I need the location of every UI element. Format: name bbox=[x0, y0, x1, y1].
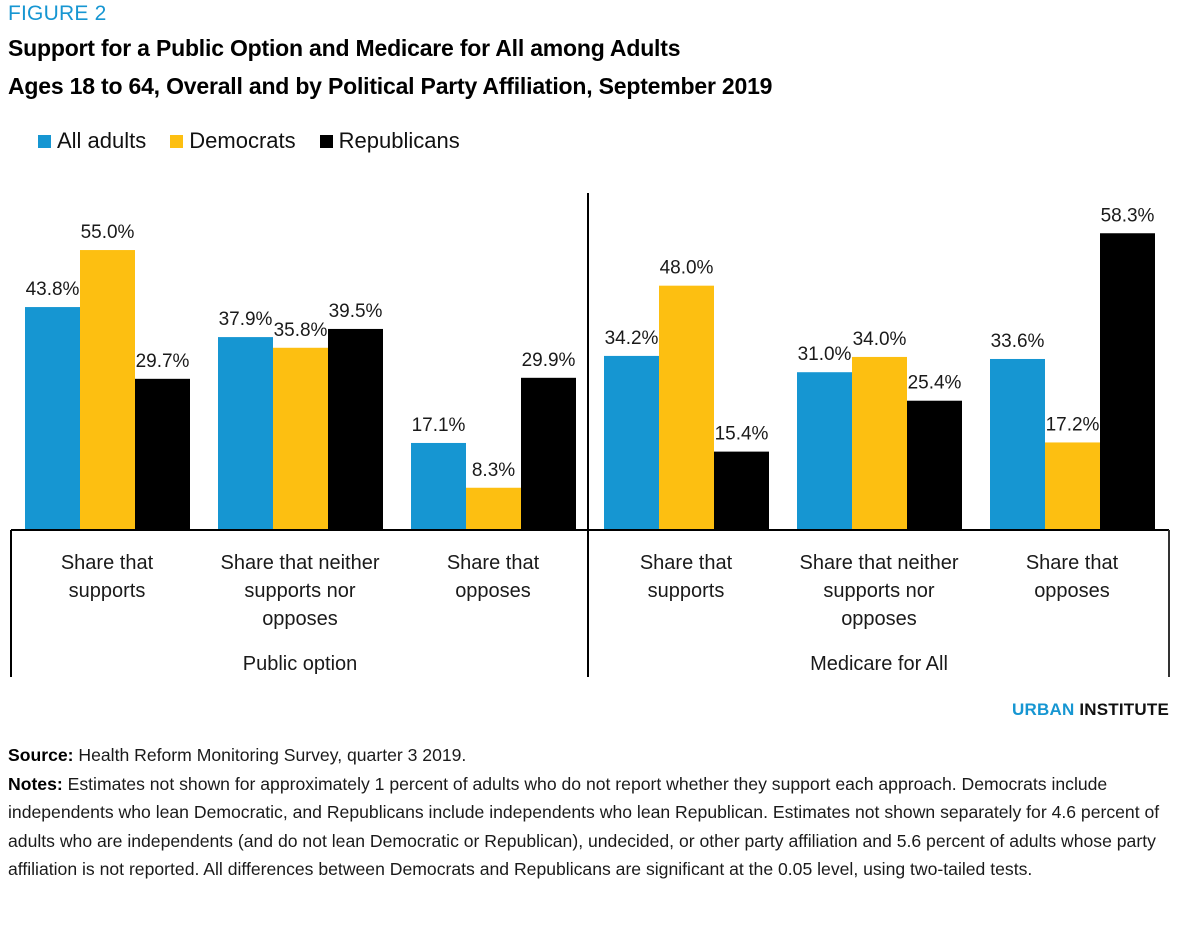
data-label: 39.5% bbox=[329, 301, 383, 322]
legend-label: Republicans bbox=[338, 128, 460, 153]
bar-democrats bbox=[273, 347, 328, 530]
legend-swatch-republicans bbox=[319, 134, 333, 148]
data-label: 31.0% bbox=[798, 344, 852, 365]
data-label: 15.4% bbox=[715, 424, 769, 445]
source-and-notes: Source: Health Reform Monitoring Survey,… bbox=[8, 741, 1188, 884]
data-label: 17.1% bbox=[412, 415, 466, 436]
legend-swatch-all-adults bbox=[38, 134, 51, 148]
data-label: 43.8% bbox=[26, 279, 80, 300]
notes-text: Estimates not shown for approximately 1 … bbox=[8, 773, 1160, 880]
group-label-medicare-for-all: Medicare for All bbox=[810, 653, 948, 675]
legend-label: Democrats bbox=[189, 128, 296, 153]
legend-item-republicans: Republicans bbox=[319, 128, 460, 154]
legend-item-democrats: Democrats bbox=[170, 128, 296, 154]
category-tick-label: Share that bbox=[1026, 552, 1119, 574]
category-tick-label: Share that neither bbox=[221, 552, 380, 574]
figure-label: FIGURE 2 bbox=[8, 2, 107, 25]
data-label: 17.2% bbox=[1046, 414, 1100, 435]
bar-democrats bbox=[1045, 442, 1100, 530]
data-label: 29.7% bbox=[136, 351, 190, 372]
data-label: 48.0% bbox=[660, 258, 714, 279]
data-label: 33.6% bbox=[991, 331, 1045, 352]
bar-republicans bbox=[907, 400, 962, 530]
category-tick-label: opposes bbox=[841, 608, 917, 630]
notes-paragraph: Notes: Estimates not shown for approxima… bbox=[8, 770, 1188, 884]
notes-label: Notes: bbox=[8, 773, 63, 794]
data-label: 35.8% bbox=[274, 320, 328, 341]
category-tick-label: opposes bbox=[262, 608, 338, 630]
bar-democrats bbox=[80, 250, 135, 531]
data-label: 8.3% bbox=[472, 460, 515, 481]
source-label: Source: bbox=[8, 745, 74, 765]
bar-republicans bbox=[1100, 233, 1155, 531]
category-tick-label: opposes bbox=[455, 580, 531, 602]
bar-republicans bbox=[714, 451, 769, 530]
legend-label: All adults bbox=[57, 128, 147, 153]
source-line: Source: Health Reform Monitoring Survey,… bbox=[8, 741, 1188, 770]
bar-democrats bbox=[852, 356, 907, 530]
chart-title-line-1: Support for a Public Option and Medicare… bbox=[8, 35, 681, 61]
data-label: 58.3% bbox=[1101, 205, 1155, 226]
bar-republicans bbox=[328, 328, 383, 530]
bar-all-adults bbox=[797, 372, 852, 530]
bar-chart: 43.8% 37.9% 17.1% 34.2% 31.0% 33.6% 55.0% 35.8%… bbox=[10, 193, 1170, 677]
legend-item-all-adults: All adults bbox=[38, 128, 146, 154]
bar-all-adults bbox=[990, 358, 1045, 530]
category-tick-label: Share that bbox=[640, 552, 733, 574]
chart-title-line-2: Ages 18 to 64, Overall and by Political … bbox=[8, 73, 773, 99]
category-tick-label: supports bbox=[69, 580, 146, 602]
category-tick-label: Share that bbox=[447, 552, 540, 574]
bar-all-adults bbox=[25, 307, 80, 530]
category-tick-label: supports nor bbox=[244, 580, 356, 602]
data-label: 25.4% bbox=[908, 373, 962, 394]
bar-all-adults bbox=[218, 337, 273, 530]
data-label: 37.9% bbox=[219, 309, 273, 330]
category-tick-label: Share that neither bbox=[800, 552, 959, 574]
legend: All adults Democrats Republicans bbox=[38, 128, 484, 154]
brand-part-1: URBAN bbox=[1012, 700, 1075, 719]
category-tick-label: supports nor bbox=[823, 580, 935, 602]
bar-all-adults bbox=[411, 442, 466, 530]
bar-democrats bbox=[466, 487, 521, 530]
data-label: 34.2% bbox=[605, 328, 659, 349]
bar-democrats bbox=[659, 285, 714, 530]
brand-part-2: INSTITUTE bbox=[1079, 700, 1169, 719]
data-label: 34.0% bbox=[853, 329, 907, 350]
group-label-public-option: Public option bbox=[243, 653, 358, 675]
legend-swatch-democrats bbox=[170, 134, 184, 148]
category-tick-label: supports bbox=[648, 580, 725, 602]
bar-republicans bbox=[521, 377, 576, 530]
urban-institute-logo: URBAN INSTITUTE bbox=[1012, 700, 1169, 720]
bar-all-adults bbox=[604, 355, 659, 530]
source-text: Health Reform Monitoring Survey, quarter… bbox=[73, 745, 467, 765]
category-tick-label: opposes bbox=[1034, 580, 1110, 602]
category-tick-label: Share that bbox=[61, 552, 154, 574]
bar-republicans bbox=[135, 378, 190, 530]
data-label: 55.0% bbox=[81, 222, 135, 243]
data-label: 29.9% bbox=[522, 350, 576, 371]
